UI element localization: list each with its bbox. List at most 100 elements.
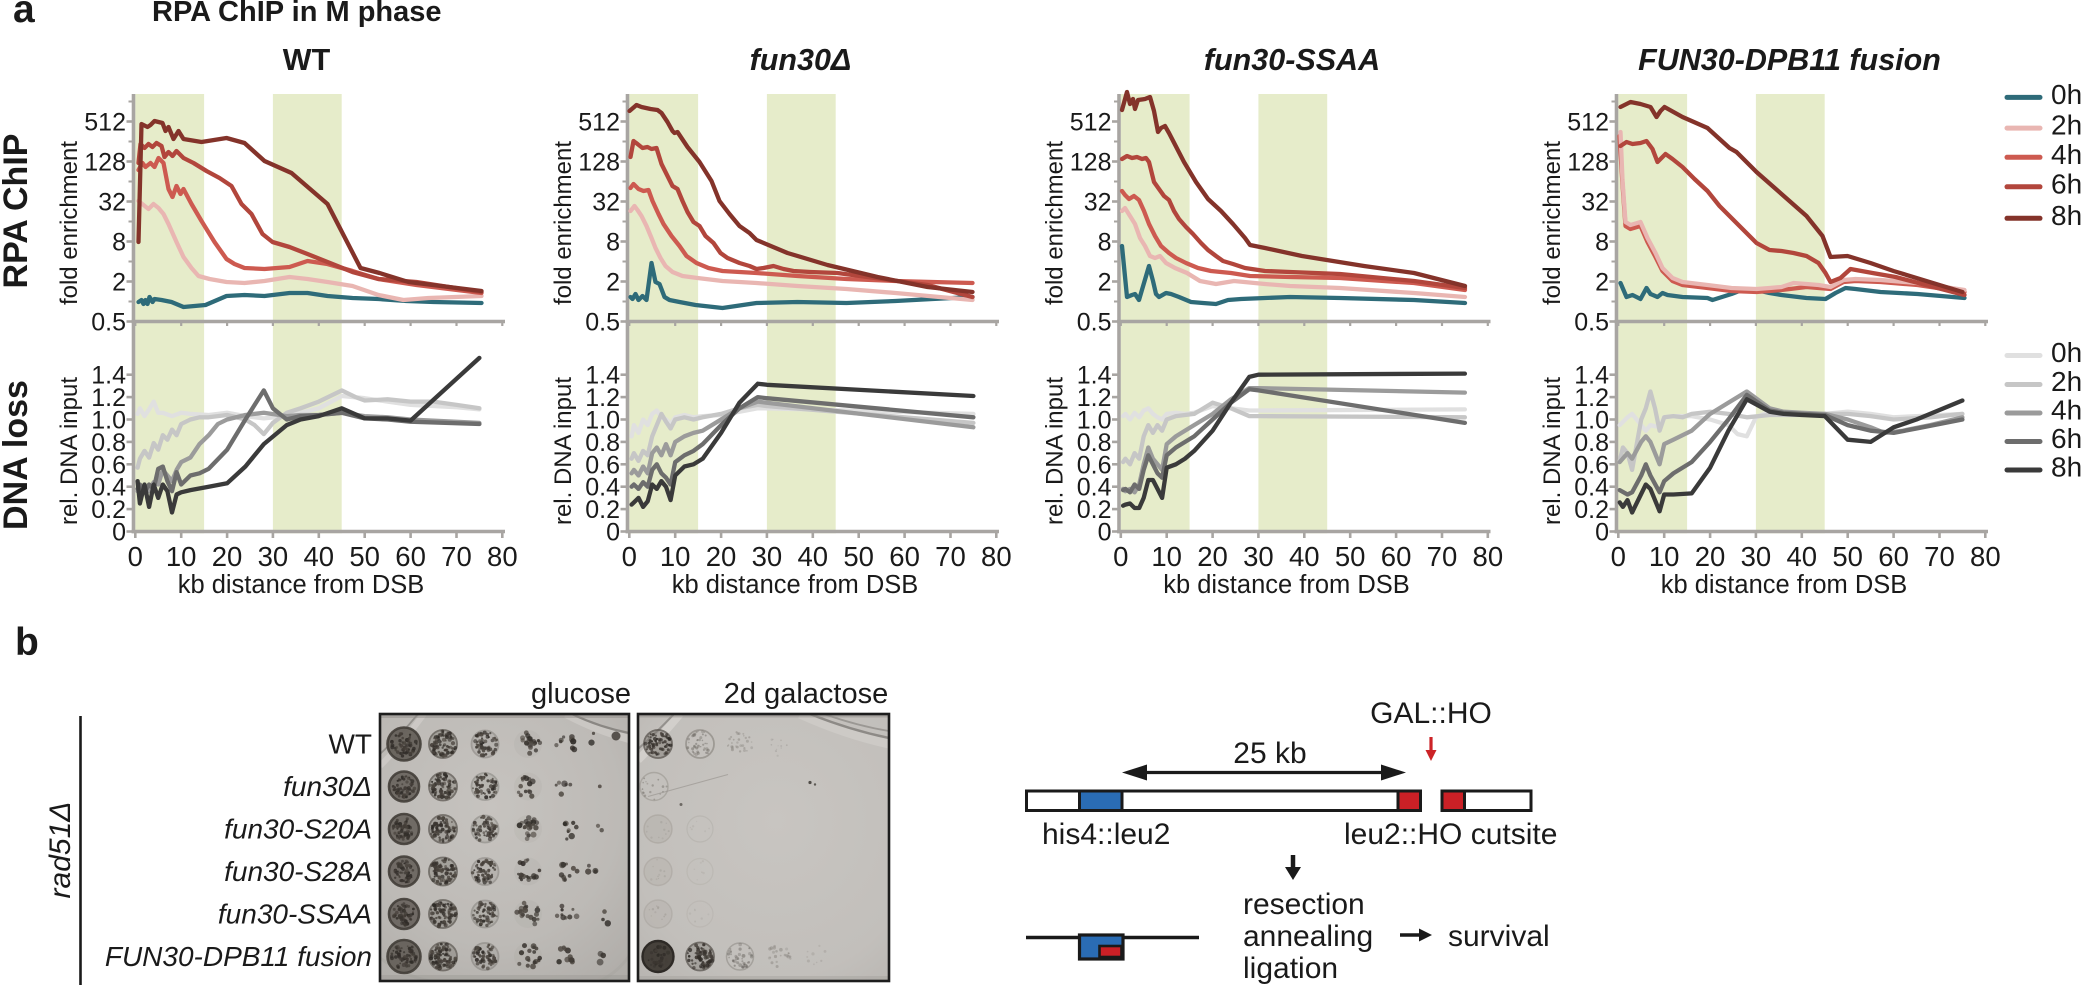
svg-text:DNA loss: DNA loss bbox=[0, 380, 35, 530]
svg-text:0.8: 0.8 bbox=[1574, 429, 1609, 457]
svg-text:2: 2 bbox=[1595, 269, 1609, 297]
svg-text:WT: WT bbox=[328, 729, 372, 760]
svg-text:2: 2 bbox=[1098, 269, 1112, 297]
svg-text:128: 128 bbox=[1567, 149, 1609, 177]
svg-text:0: 0 bbox=[112, 519, 126, 547]
svg-text:80: 80 bbox=[981, 541, 1012, 572]
svg-text:70: 70 bbox=[441, 541, 472, 572]
svg-text:6h: 6h bbox=[2051, 168, 2082, 199]
svg-text:FUN30-DPB11 fusion: FUN30-DPB11 fusion bbox=[105, 941, 372, 972]
svg-text:glucose: glucose bbox=[531, 678, 631, 710]
svg-text:0.5: 0.5 bbox=[585, 309, 620, 337]
svg-text:50: 50 bbox=[843, 541, 874, 572]
svg-text:60: 60 bbox=[395, 541, 426, 572]
svg-text:512: 512 bbox=[1567, 109, 1609, 137]
svg-text:1.0: 1.0 bbox=[1077, 407, 1112, 435]
svg-text:32: 32 bbox=[98, 189, 126, 217]
svg-text:1.4: 1.4 bbox=[585, 362, 620, 390]
svg-text:1.0: 1.0 bbox=[585, 407, 620, 435]
svg-text:70: 70 bbox=[1924, 541, 1955, 572]
svg-text:0.5: 0.5 bbox=[1574, 309, 1609, 337]
svg-text:128: 128 bbox=[578, 149, 620, 177]
svg-text:leu2::HO cutsite: leu2::HO cutsite bbox=[1344, 818, 1557, 851]
svg-text:2d galactose: 2d galactose bbox=[724, 678, 888, 710]
svg-text:0: 0 bbox=[128, 541, 143, 572]
svg-text:512: 512 bbox=[1070, 109, 1112, 137]
svg-text:survival: survival bbox=[1448, 920, 1550, 953]
svg-text:annealing: annealing bbox=[1243, 920, 1373, 953]
svg-text:1.4: 1.4 bbox=[1077, 362, 1112, 390]
svg-text:128: 128 bbox=[1070, 149, 1112, 177]
svg-text:10: 10 bbox=[166, 541, 197, 572]
svg-text:1.0: 1.0 bbox=[91, 407, 126, 435]
svg-text:32: 32 bbox=[592, 189, 620, 217]
svg-text:0.5: 0.5 bbox=[91, 309, 126, 337]
svg-text:20: 20 bbox=[212, 541, 243, 572]
svg-text:rel. DNA input: rel. DNA input bbox=[1539, 377, 1566, 525]
svg-text:0.4: 0.4 bbox=[91, 474, 126, 502]
svg-text:fun30-S28A: fun30-S28A bbox=[224, 856, 372, 887]
svg-text:80: 80 bbox=[1473, 541, 1504, 572]
svg-text:fun30-SSAA: fun30-SSAA bbox=[218, 899, 372, 930]
svg-text:0.6: 0.6 bbox=[585, 451, 620, 479]
svg-text:70: 70 bbox=[935, 541, 966, 572]
svg-text:50: 50 bbox=[349, 541, 380, 572]
svg-text:0: 0 bbox=[1611, 541, 1626, 572]
svg-text:2: 2 bbox=[112, 269, 126, 297]
svg-text:4h: 4h bbox=[2051, 395, 2082, 426]
svg-text:ligation: ligation bbox=[1243, 952, 1338, 985]
svg-text:GAL::HO: GAL::HO bbox=[1370, 697, 1492, 730]
svg-text:40: 40 bbox=[1787, 541, 1818, 572]
svg-text:1.0: 1.0 bbox=[1574, 407, 1609, 435]
svg-text:10: 10 bbox=[1151, 541, 1182, 572]
svg-text:8: 8 bbox=[112, 229, 126, 257]
svg-text:kb distance from DSB: kb distance from DSB bbox=[1661, 571, 1908, 599]
svg-text:0: 0 bbox=[622, 541, 637, 572]
svg-text:4h: 4h bbox=[2051, 139, 2082, 170]
svg-text:his4::leu2: his4::leu2 bbox=[1042, 818, 1170, 851]
svg-text:2: 2 bbox=[606, 269, 620, 297]
svg-text:RPA ChIP: RPA ChIP bbox=[0, 134, 35, 289]
svg-text:50: 50 bbox=[1832, 541, 1863, 572]
svg-text:0: 0 bbox=[606, 519, 620, 547]
svg-text:fold enrichment: fold enrichment bbox=[56, 141, 83, 305]
svg-text:a: a bbox=[13, 0, 35, 31]
svg-text:8h: 8h bbox=[2051, 200, 2082, 231]
svg-text:40: 40 bbox=[304, 541, 335, 572]
svg-text:10: 10 bbox=[660, 541, 691, 572]
svg-text:60: 60 bbox=[1878, 541, 1909, 572]
svg-text:1.2: 1.2 bbox=[1077, 384, 1112, 412]
svg-text:8: 8 bbox=[606, 229, 620, 257]
svg-text:0h: 0h bbox=[2051, 337, 2082, 368]
svg-text:128: 128 bbox=[84, 149, 126, 177]
svg-text:rel. DNA input: rel. DNA input bbox=[56, 377, 83, 525]
svg-text:25 kb: 25 kb bbox=[1233, 737, 1306, 770]
svg-text:1.2: 1.2 bbox=[1574, 384, 1609, 412]
svg-text:kb distance from DSB: kb distance from DSB bbox=[178, 571, 425, 599]
svg-text:80: 80 bbox=[1970, 541, 2001, 572]
svg-text:0.4: 0.4 bbox=[585, 474, 620, 502]
svg-text:0h: 0h bbox=[2051, 79, 2082, 110]
svg-text:32: 32 bbox=[1084, 189, 1112, 217]
svg-text:60: 60 bbox=[889, 541, 920, 572]
svg-text:1.4: 1.4 bbox=[1574, 362, 1609, 390]
svg-text:30: 30 bbox=[1741, 541, 1772, 572]
svg-text:0.8: 0.8 bbox=[1077, 429, 1112, 457]
svg-text:50: 50 bbox=[1335, 541, 1366, 572]
svg-text:0.2: 0.2 bbox=[1077, 496, 1112, 524]
svg-text:20: 20 bbox=[1695, 541, 1726, 572]
svg-text:kb distance from DSB: kb distance from DSB bbox=[672, 571, 919, 599]
svg-text:10: 10 bbox=[1649, 541, 1680, 572]
svg-text:0: 0 bbox=[1595, 519, 1609, 547]
svg-text:70: 70 bbox=[1427, 541, 1458, 572]
svg-text:resection: resection bbox=[1243, 888, 1365, 921]
svg-text:RPA ChIP in M phase: RPA ChIP in M phase bbox=[152, 0, 442, 28]
svg-text:kb distance from DSB: kb distance from DSB bbox=[1163, 571, 1410, 599]
svg-text:0.6: 0.6 bbox=[1077, 451, 1112, 479]
svg-text:rel. DNA input: rel. DNA input bbox=[550, 377, 577, 525]
svg-text:fold enrichment: fold enrichment bbox=[1539, 141, 1566, 305]
svg-text:b: b bbox=[15, 621, 39, 664]
svg-text:0: 0 bbox=[1098, 519, 1112, 547]
svg-text:fun30-S20A: fun30-S20A bbox=[224, 814, 372, 845]
svg-text:0.8: 0.8 bbox=[91, 429, 126, 457]
